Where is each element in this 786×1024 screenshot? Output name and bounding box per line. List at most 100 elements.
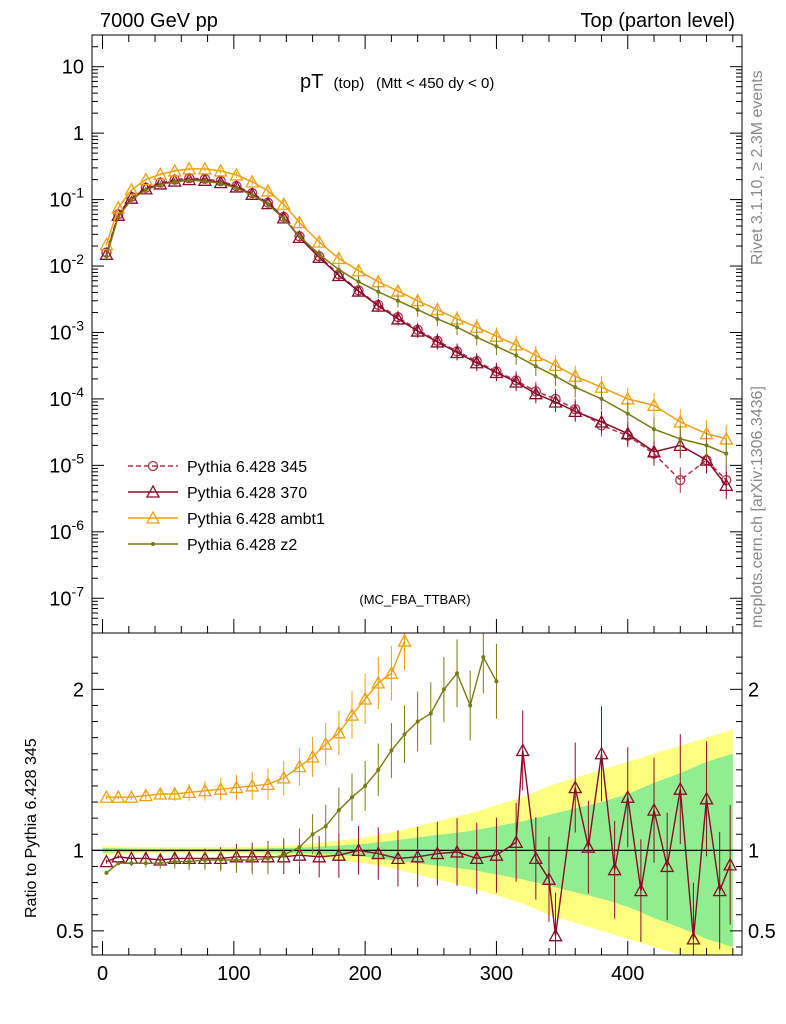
data-point <box>581 839 596 853</box>
legend-label-p370: Pythia 6.428 370 <box>187 485 307 502</box>
data-point <box>317 252 322 257</box>
data-point <box>430 846 445 860</box>
data-point <box>351 263 366 277</box>
data-point <box>568 780 583 794</box>
data-point <box>305 749 320 763</box>
data-point <box>410 849 425 863</box>
data-point <box>528 386 543 400</box>
data-point <box>468 703 473 708</box>
data-point <box>620 789 635 803</box>
y-tick-label: 10-4 <box>49 384 84 411</box>
data-point <box>430 334 445 348</box>
series-line-z2 <box>105 179 727 455</box>
y-tick-label: 10-5 <box>49 450 84 477</box>
data-point <box>673 781 688 795</box>
data-point <box>318 736 333 750</box>
data-point <box>371 675 386 689</box>
data-point <box>153 166 168 180</box>
data-point <box>402 732 407 737</box>
data-point <box>568 403 583 418</box>
header-left: 7000 GeV pp <box>100 10 218 32</box>
data-point <box>182 785 197 799</box>
data-point <box>213 175 228 189</box>
data-point <box>292 230 307 244</box>
data-point <box>323 824 328 829</box>
data-point <box>660 859 675 873</box>
data-point <box>573 385 578 390</box>
data-point <box>699 791 714 805</box>
data-point <box>675 474 686 486</box>
x-tick-label: 200 <box>348 963 381 985</box>
data-point <box>138 788 153 802</box>
data-point <box>428 711 433 716</box>
data-point <box>167 786 182 800</box>
data-point <box>143 861 148 866</box>
data-point <box>116 214 121 219</box>
title-sub: (top) <box>334 75 365 92</box>
data-point <box>441 687 446 692</box>
data-point <box>158 182 163 187</box>
data-point <box>528 851 543 865</box>
data-point <box>449 345 465 359</box>
y-tick-label: 10 <box>62 57 84 79</box>
data-point <box>548 928 563 942</box>
data-point <box>344 707 360 721</box>
side-label-rivet: Rivet 3.1.10, ≥ 2.3M events <box>749 70 766 265</box>
ratio-series-p370 <box>99 706 738 955</box>
data-point <box>104 254 109 259</box>
data-point <box>292 759 307 773</box>
data-point <box>350 795 354 800</box>
data-point <box>515 743 530 757</box>
data-point <box>187 178 192 183</box>
data-point <box>331 268 346 282</box>
data-point <box>129 197 134 202</box>
data-point <box>187 859 192 864</box>
data-point <box>686 931 701 945</box>
data-point <box>99 789 114 803</box>
data-point <box>265 856 270 861</box>
data-point <box>124 789 139 803</box>
data-point <box>494 344 499 349</box>
data-point <box>625 411 630 416</box>
data-point <box>111 200 126 214</box>
data-point <box>312 849 327 863</box>
data-point <box>111 207 126 221</box>
data-point <box>331 251 346 265</box>
data-point <box>336 267 341 272</box>
title-cut: (Mtt < 450 dy < 0) <box>376 75 494 92</box>
data-point <box>312 234 327 248</box>
watermark: (MC_FBA_TTBAR) <box>359 592 470 607</box>
data-point <box>213 781 228 795</box>
y-tick-label-right: 1 <box>748 840 759 862</box>
data-point <box>297 845 302 850</box>
data-point <box>250 193 255 198</box>
data-point <box>182 172 197 186</box>
series-ambt1 <box>99 161 734 453</box>
x-tick-label: 0 <box>97 963 108 985</box>
data-point <box>363 783 368 788</box>
data-point <box>389 748 394 753</box>
title-main: pT <box>300 71 323 93</box>
data-point <box>202 858 207 863</box>
side-label-mcplots: mcplots.cern.ch [arXiv:1306.3436] <box>749 386 766 628</box>
legend-label-z2: Pythia 6.428 z2 <box>187 537 297 554</box>
legend-marker-p370 <box>145 484 161 498</box>
series-line-ambt1 <box>105 168 727 440</box>
data-point <box>633 883 648 897</box>
data-point <box>646 444 662 458</box>
data-point <box>371 298 386 312</box>
data-point <box>167 173 182 187</box>
data-point <box>265 202 270 207</box>
data-point <box>652 427 657 432</box>
data-point <box>481 655 486 660</box>
data-point <box>104 870 109 875</box>
data-point <box>297 234 302 239</box>
y-tick-label-right: 2 <box>748 679 759 701</box>
data-point <box>153 786 168 800</box>
data-point <box>99 246 114 260</box>
legend-label-p345: Pythia 6.428 345 <box>187 459 307 476</box>
series-p345 <box>101 173 732 494</box>
data-point <box>704 443 709 448</box>
data-point <box>260 776 276 790</box>
data-point <box>124 182 139 196</box>
